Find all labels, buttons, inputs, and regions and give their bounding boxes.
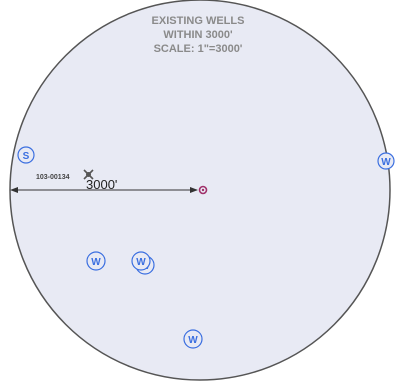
title-line2: WITHIN 3000' bbox=[163, 29, 233, 41]
well-w-south-icon: W bbox=[183, 329, 203, 349]
plugged-well-icon bbox=[83, 169, 94, 180]
well-w-east-letter: W bbox=[381, 157, 391, 168]
well-w-sw3-letter: W bbox=[136, 257, 146, 268]
title-line1: EXISTING WELLS bbox=[152, 15, 245, 27]
well-s-icon: S bbox=[17, 146, 35, 164]
arrow-left-head bbox=[10, 187, 18, 193]
well-w-sw1-icon: W bbox=[86, 251, 106, 271]
well-w-east-icon: W bbox=[377, 152, 395, 170]
well-s-letter: S bbox=[23, 151, 30, 162]
well-w-sw3-icon: W bbox=[131, 251, 151, 271]
well-w-south-letter: W bbox=[188, 335, 198, 346]
well-w-sw1-letter: W bbox=[91, 257, 101, 268]
radius-label: 3000' bbox=[86, 177, 117, 192]
center-well-icon bbox=[198, 185, 208, 195]
arrow-right-head bbox=[190, 187, 198, 193]
title-line3: SCALE: 1"=3000' bbox=[154, 43, 243, 55]
well-id-label: 103-00134 bbox=[36, 174, 70, 181]
